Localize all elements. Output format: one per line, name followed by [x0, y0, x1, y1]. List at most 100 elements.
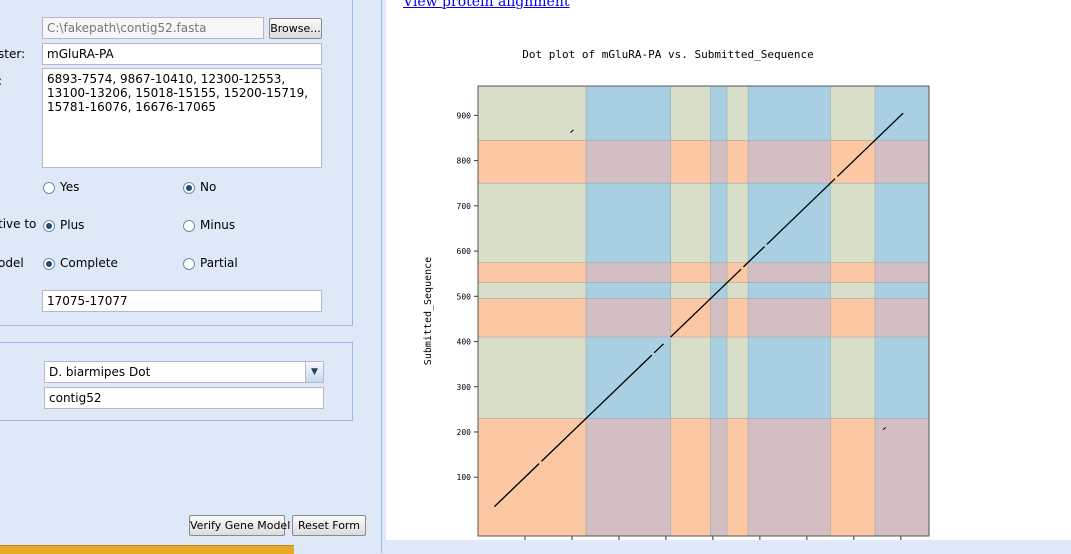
dot-plot-segment — [766, 178, 836, 245]
plot-band — [478, 418, 587, 536]
dot-plot-stray-segment — [882, 427, 887, 431]
plot-band — [874, 282, 929, 299]
plot-band — [748, 86, 831, 141]
dot-plot-segment — [540, 354, 653, 462]
chevron-down-icon[interactable]: ▼ — [305, 362, 323, 382]
plot-band — [874, 337, 929, 419]
file-path-input[interactable]: C:\fakepath\contig52.fasta — [42, 17, 264, 39]
plot-band — [748, 298, 831, 338]
plot-band — [478, 282, 587, 299]
plot-band — [830, 337, 875, 419]
plot-band — [748, 418, 831, 536]
plot-band — [874, 418, 929, 536]
plot-band — [874, 298, 929, 338]
plot-band — [726, 282, 749, 299]
y-tick-label: 700 — [457, 202, 472, 211]
y-tick-label: 100 — [457, 473, 472, 482]
plot-band — [710, 337, 727, 419]
plot-band — [726, 183, 749, 263]
plot-band — [478, 298, 587, 338]
plot-band — [670, 337, 711, 419]
plot-band — [586, 262, 671, 283]
y-axis-label: Submitted_Sequence — [423, 257, 434, 365]
dot-plot-segment — [493, 463, 540, 508]
status-bar — [0, 545, 294, 554]
dot-plot-chart: Dot plot of mGluRA-PA vs. Submitted_Sequ… — [423, 48, 930, 540]
plot-band — [830, 282, 875, 299]
complete-model-label: Complete — [60, 256, 118, 270]
plot-band — [586, 140, 671, 184]
plot-band — [710, 86, 727, 141]
verify-gene-model-button[interactable]: Verify Gene Model — [189, 515, 290, 536]
plot-band — [586, 418, 671, 536]
yes-radio[interactable] — [43, 182, 55, 194]
plot-band — [586, 183, 671, 263]
dot-plot-segment — [742, 246, 766, 268]
browse-button[interactable]: Browse... — [269, 18, 322, 39]
plot-band — [710, 418, 727, 536]
assembly-select[interactable]: D. biarmipes Dot ▼ — [44, 361, 324, 383]
y-tick-label: 600 — [457, 247, 472, 256]
dot-plot-stray-segment — [570, 129, 574, 133]
y-tick-label: 800 — [457, 157, 472, 166]
plot-band — [830, 298, 875, 338]
view-protein-alignment-link[interactable]: View protein alignment — [403, 0, 570, 10]
y-tick-label: 200 — [457, 428, 472, 437]
stop-codon-input[interactable]: 17075-17077 — [42, 290, 322, 312]
plot-band — [586, 86, 671, 141]
plot-band — [726, 86, 749, 141]
plot-band — [830, 86, 875, 141]
plot-band — [830, 418, 875, 536]
chart-title: Dot plot of mGluRA-PA vs. Submitted_Sequ… — [522, 48, 813, 61]
plot-band — [670, 183, 711, 263]
plot-band — [478, 140, 587, 184]
yes-radio-label: Yes — [60, 180, 80, 194]
assembly-select-value: D. biarmipes Dot — [49, 365, 151, 379]
plot-band — [874, 140, 929, 184]
plot-band — [830, 183, 875, 263]
plot-band — [748, 262, 831, 283]
plot-band — [670, 262, 711, 283]
plot-band — [710, 262, 727, 283]
plot-band — [726, 140, 749, 184]
plot-frame — [477, 85, 930, 537]
coordinates-textarea[interactable]: 6893-7574, 9867-10410, 12300-12553, 1310… — [42, 68, 322, 168]
gene-name-input[interactable]: mGluRA-PA — [42, 43, 322, 65]
plot-band — [710, 140, 727, 184]
strand-label: tive to — [0, 217, 37, 231]
plot-band — [670, 418, 711, 536]
coordinates-label: : — [0, 74, 2, 88]
partial-model-radio[interactable] — [183, 258, 195, 270]
plot-band — [726, 337, 749, 419]
plot-band — [478, 86, 587, 141]
gene-name-label: ster: — [0, 47, 26, 61]
no-radio-label: No — [200, 180, 217, 194]
reset-form-button[interactable]: Reset Form — [292, 515, 366, 536]
no-radio[interactable] — [183, 182, 195, 194]
plot-band — [710, 183, 727, 263]
y-tick-label: 900 — [457, 111, 472, 120]
results-pane: View protein alignment Dot plot of mGluR… — [386, 0, 1071, 540]
plus-strand-label: Plus — [60, 218, 85, 232]
plot-band — [748, 140, 831, 184]
minus-strand-radio[interactable] — [183, 220, 195, 232]
plot-band — [586, 282, 671, 299]
plot-band — [478, 183, 587, 263]
gene-model-form-panel: C:\fakepath\contig52.fasta Browse... ste… — [0, 0, 353, 326]
plot-band — [478, 262, 587, 283]
y-tick-label: 400 — [457, 338, 472, 347]
complete-model-radio[interactable] — [43, 258, 55, 270]
dot-plot-segment — [836, 112, 904, 177]
splitter[interactable] — [381, 0, 386, 553]
plot-band — [478, 337, 587, 419]
partial-model-label: Partial — [200, 256, 238, 270]
plot-band — [874, 262, 929, 283]
plot-band — [748, 282, 831, 299]
plot-band — [830, 262, 875, 283]
y-tick-label: 300 — [457, 383, 472, 392]
y-tick-label: 500 — [457, 292, 472, 301]
plot-band — [874, 183, 929, 263]
minus-strand-label: Minus — [200, 218, 236, 232]
contig-input[interactable]: contig52 — [44, 387, 324, 409]
plus-strand-radio[interactable] — [43, 220, 55, 232]
